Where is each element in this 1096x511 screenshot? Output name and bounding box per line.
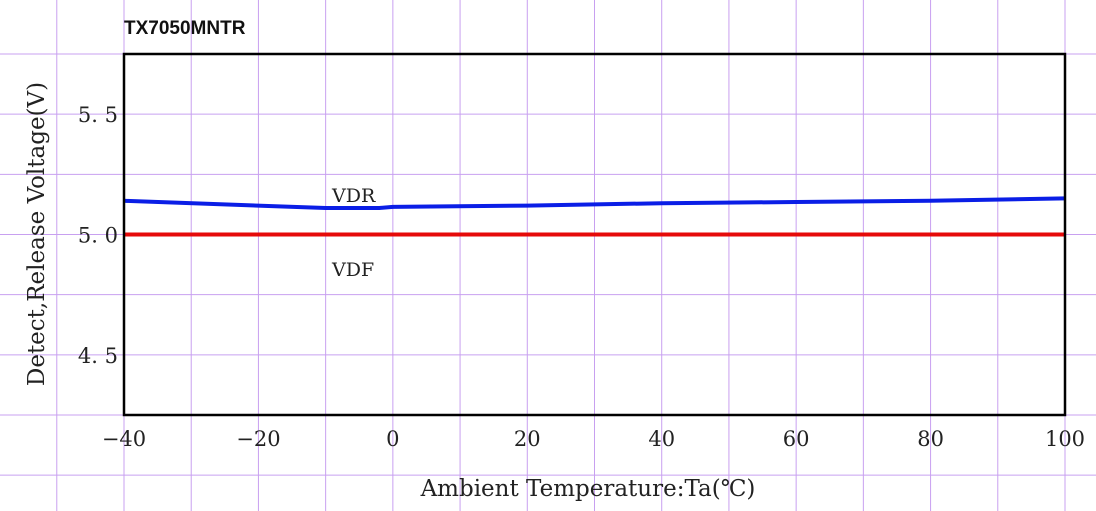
series-line-vdr [123,196,1066,211]
series-label-vdf: VDF [331,259,374,281]
tick-labels: −40 −20 0 20 40 60 80 100 4. 5 5. 0 5. 5 [78,103,1085,451]
x-tick-label: 0 [386,427,399,451]
chart-title: TX7050MNTR [124,18,246,39]
plot-frame [122,52,1067,417]
series-label-vdr: VDR [331,185,376,207]
y-tick-label: 5. 5 [78,103,118,127]
x-tick-label: −20 [236,427,280,451]
y-axis-title: Detect,Release Voltage(V) [24,82,50,386]
x-tick-label: 100 [1045,427,1085,451]
x-tick-label: 40 [648,427,675,451]
y-tick-label: 5. 0 [78,224,118,248]
x-tick-label: 20 [514,427,541,451]
x-tick-label: −40 [102,427,146,451]
y-tick-label: 4. 5 [78,344,118,368]
x-axis-title: Ambient Temperature:Ta(℃) [420,476,756,502]
x-tick-label: 60 [783,427,810,451]
x-tick-label: 80 [917,427,944,451]
series-layer [123,196,1066,237]
